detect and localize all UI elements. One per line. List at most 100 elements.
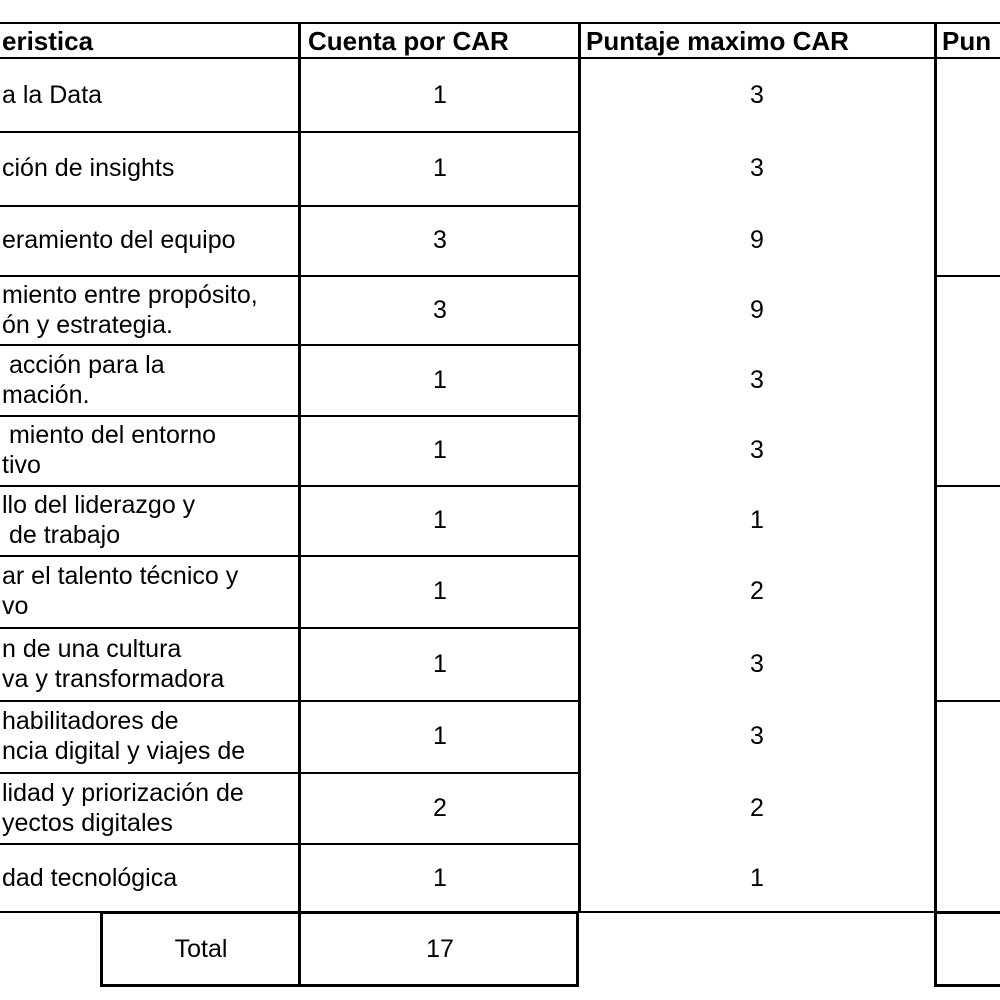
row-cuenta-value: 1 xyxy=(433,649,447,678)
row-caracteristica-cell[interactable]: llo del liderazgo y de trabajo xyxy=(0,485,298,555)
row-puntaje-maximo-cell[interactable]: 2 xyxy=(580,772,934,843)
header-caracteristica-label: eristica xyxy=(2,26,94,56)
header-puntaje-label: Pun xyxy=(942,26,992,56)
row-caracteristica-cell[interactable]: acción para la mación. xyxy=(0,344,298,415)
grid-line xyxy=(576,911,579,987)
row-cuenta-cell[interactable]: 3 xyxy=(302,275,578,344)
row-caracteristica-text: ar el talento técnico y xyxy=(2,562,239,590)
grid-line xyxy=(934,911,1000,914)
grid-line xyxy=(934,700,1000,702)
grid-line xyxy=(0,627,580,629)
row-puntaje-maximo-cell[interactable]: 3 xyxy=(580,344,934,415)
row-puntaje-maximo-value: 3 xyxy=(750,81,764,109)
row-cuenta-value: 1 xyxy=(433,81,447,109)
row-cuenta-cell[interactable]: 2 xyxy=(302,772,578,843)
row-cuenta-cell[interactable]: 1 xyxy=(302,627,578,700)
row-caracteristica-text: eramiento del equipo xyxy=(2,226,236,254)
row-cuenta-value: 1 xyxy=(433,365,447,394)
row-puntaje-maximo-cell[interactable]: 3 xyxy=(580,627,934,700)
row-caracteristica-text: llo del liderazgo y xyxy=(2,491,196,519)
row-cuenta-cell[interactable]: 1 xyxy=(302,843,578,913)
grid-line xyxy=(0,22,1000,24)
row-puntaje-maximo-cell[interactable]: 1 xyxy=(580,843,934,913)
row-caracteristica-text: n de una cultura xyxy=(2,634,182,663)
total-label: Total xyxy=(174,935,228,963)
row-cuenta-cell[interactable]: 1 xyxy=(302,59,578,131)
row-caracteristica-cell[interactable]: dad tecnológica xyxy=(0,843,298,913)
grid-line xyxy=(100,911,579,914)
row-caracteristica-cell[interactable]: ar el talento técnico y vo xyxy=(0,555,298,627)
grid-line xyxy=(0,555,580,557)
row-caracteristica-cell[interactable]: miento entre propósito, ón y estrategia. xyxy=(0,275,298,344)
row-cuenta-value: 3 xyxy=(433,295,447,324)
row-caracteristica-cell[interactable]: eramiento del equipo xyxy=(0,205,298,275)
grid-line xyxy=(0,843,580,845)
row-puntaje-maximo-cell[interactable]: 9 xyxy=(580,205,934,275)
row-caracteristica-text: vo xyxy=(2,592,29,620)
grid-line xyxy=(0,344,580,346)
row-caracteristica-text: lidad y priorización de xyxy=(2,778,244,807)
row-caracteristica-text: ón y estrategia. xyxy=(2,310,173,339)
row-caracteristica-cell[interactable]: ción de insights xyxy=(0,131,298,205)
row-cuenta-value: 1 xyxy=(433,506,447,534)
row-caracteristica-cell[interactable]: miento del entorno tivo xyxy=(0,415,298,485)
total-value-cell[interactable]: 17 xyxy=(302,914,578,984)
grid-line xyxy=(298,911,301,987)
total-label-cell[interactable]: Total xyxy=(102,914,298,984)
row-caracteristica-cell[interactable]: n de una cultura va y transformadora xyxy=(0,627,298,700)
row-cuenta-value: 1 xyxy=(433,577,447,605)
row-caracteristica-text: acción para la xyxy=(2,350,165,379)
grid-line xyxy=(934,22,937,913)
row-puntaje-maximo-cell[interactable]: 1 xyxy=(580,485,934,555)
row-caracteristica-text: a la Data xyxy=(2,81,103,109)
header-puntaje-maximo-car[interactable]: Puntaje maximo CAR xyxy=(580,24,934,58)
row-puntaje-maximo-cell[interactable]: 3 xyxy=(580,700,934,772)
grid-line xyxy=(0,772,580,774)
row-puntaje-maximo-cell[interactable]: 3 xyxy=(580,131,934,205)
row-puntaje-maximo-cell[interactable]: 9 xyxy=(580,275,934,344)
row-puntaje-maximo-value: 3 xyxy=(750,649,764,678)
grid-line xyxy=(100,911,103,987)
grid-line xyxy=(934,485,1000,487)
row-caracteristica-text: ción de insights xyxy=(2,154,175,182)
row-caracteristica-cell[interactable]: habilitadores de ncia digital y viajes de xyxy=(0,700,298,772)
header-puntaje-maximo-label: Puntaje maximo CAR xyxy=(586,26,849,56)
header-puntaje[interactable]: Pun xyxy=(936,24,1000,58)
row-caracteristica-cell[interactable]: lidad y priorización de yectos digitales xyxy=(0,772,298,843)
row-caracteristica-text: tivo xyxy=(2,451,41,479)
row-puntaje-maximo-value: 3 xyxy=(750,365,764,394)
row-cuenta-value: 2 xyxy=(433,793,447,822)
grid-line xyxy=(0,275,580,277)
row-caracteristica-text: dad tecnológica xyxy=(2,864,178,892)
row-caracteristica-text: yectos digitales xyxy=(2,808,173,837)
row-cuenta-cell[interactable]: 1 xyxy=(302,485,578,555)
grid-line xyxy=(0,57,1000,59)
row-puntaje-maximo-value: 3 xyxy=(750,722,764,750)
grid-line xyxy=(298,22,301,913)
row-puntaje-maximo-value: 2 xyxy=(750,793,764,822)
row-puntaje-maximo-cell[interactable]: 3 xyxy=(580,415,934,485)
row-puntaje-maximo-value: 3 xyxy=(750,436,764,464)
row-caracteristica-cell[interactable]: a la Data xyxy=(0,59,298,131)
grid-line xyxy=(934,275,1000,277)
header-caracteristica[interactable]: eristica xyxy=(0,24,300,58)
row-cuenta-value: 1 xyxy=(433,154,447,182)
row-caracteristica-text: miento entre propósito, xyxy=(2,280,258,309)
grid-line xyxy=(100,984,579,987)
row-cuenta-value: 3 xyxy=(433,226,447,254)
grid-line xyxy=(578,22,581,913)
row-puntaje-maximo-cell[interactable]: 2 xyxy=(580,555,934,627)
row-caracteristica-text: miento del entorno xyxy=(2,421,217,449)
header-cuenta-por-car[interactable]: Cuenta por CAR xyxy=(302,24,578,58)
row-cuenta-cell[interactable]: 1 xyxy=(302,700,578,772)
row-cuenta-value: 1 xyxy=(433,722,447,750)
row-cuenta-cell[interactable]: 3 xyxy=(302,205,578,275)
row-caracteristica-text: de trabajo xyxy=(2,521,121,549)
row-cuenta-cell[interactable]: 1 xyxy=(302,344,578,415)
row-cuenta-cell[interactable]: 1 xyxy=(302,415,578,485)
row-puntaje-maximo-cell[interactable]: 3 xyxy=(580,59,934,131)
row-cuenta-cell[interactable]: 1 xyxy=(302,555,578,627)
row-puntaje-maximo-value: 1 xyxy=(750,864,764,892)
row-cuenta-cell[interactable]: 1 xyxy=(302,131,578,205)
